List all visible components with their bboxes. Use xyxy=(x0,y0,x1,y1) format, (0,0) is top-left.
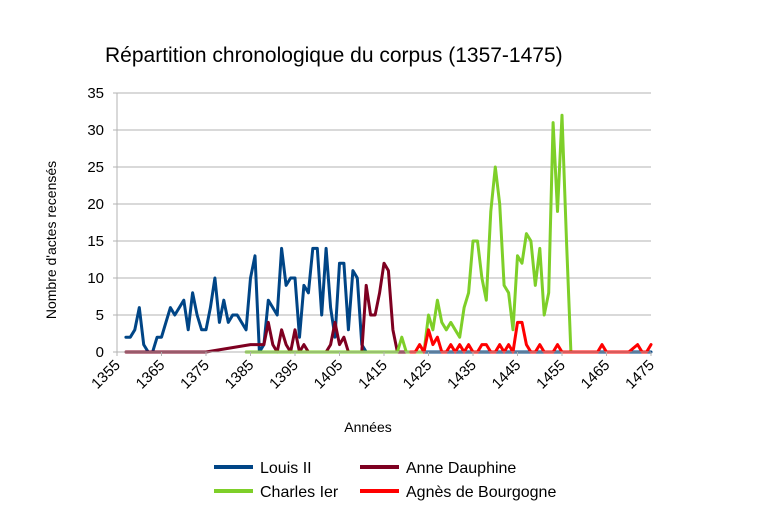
y-tick-label: 35 xyxy=(87,85,104,102)
legend-label-0: Louis II xyxy=(260,460,312,477)
x-tick-label: 1435 xyxy=(444,357,480,393)
y-tick-label: 10 xyxy=(87,270,104,287)
x-tick-label: 1415 xyxy=(355,357,391,393)
grid xyxy=(117,92,651,353)
x-tick-label: 1465 xyxy=(578,357,614,393)
legend-label-2: Charles Ier xyxy=(260,484,339,501)
x-tick-label: 1445 xyxy=(489,357,525,393)
y-tick-label: 20 xyxy=(87,196,104,213)
axes xyxy=(113,92,652,356)
legend-label-3: Agnès de Bourgogne xyxy=(406,484,556,501)
y-tick-labels: 0 5 10 15 20 25 30 35 xyxy=(87,85,104,361)
y-axis-label: Nombre d'actes recensés xyxy=(43,161,59,319)
series-lines xyxy=(124,113,653,354)
series-line-2 xyxy=(244,113,582,354)
x-tick-label: 1355 xyxy=(88,357,124,393)
x-tick-label: 1475 xyxy=(622,357,658,393)
legend-label-1: Anne Dauphine xyxy=(406,460,516,477)
legend: Louis II Anne Dauphine Charles Ier Agnès de… xyxy=(214,460,556,501)
series-line-0 xyxy=(124,246,653,354)
y-tick-label: 30 xyxy=(87,122,104,139)
x-axis-label: Années xyxy=(344,419,391,435)
y-tick-label: 0 xyxy=(96,344,104,361)
x-tick-labels: 1355 1365 1375 1385 1395 1405 1415 1425 1435 1445… xyxy=(88,357,658,393)
x-tick-label: 1425 xyxy=(400,357,436,393)
chart-title: Répartition chronologique du corpus (135… xyxy=(105,44,563,67)
x-tick-label: 1395 xyxy=(266,357,302,393)
x-tick-label: 1405 xyxy=(311,357,347,393)
x-tick-label: 1365 xyxy=(133,357,169,393)
y-tick-label: 25 xyxy=(87,159,104,176)
y-tick-label: 15 xyxy=(87,233,104,250)
x-tick-label: 1455 xyxy=(533,357,569,393)
x-tick-label: 1385 xyxy=(222,357,258,393)
x-tick-label: 1375 xyxy=(177,357,213,393)
y-tick-label: 5 xyxy=(96,307,104,324)
